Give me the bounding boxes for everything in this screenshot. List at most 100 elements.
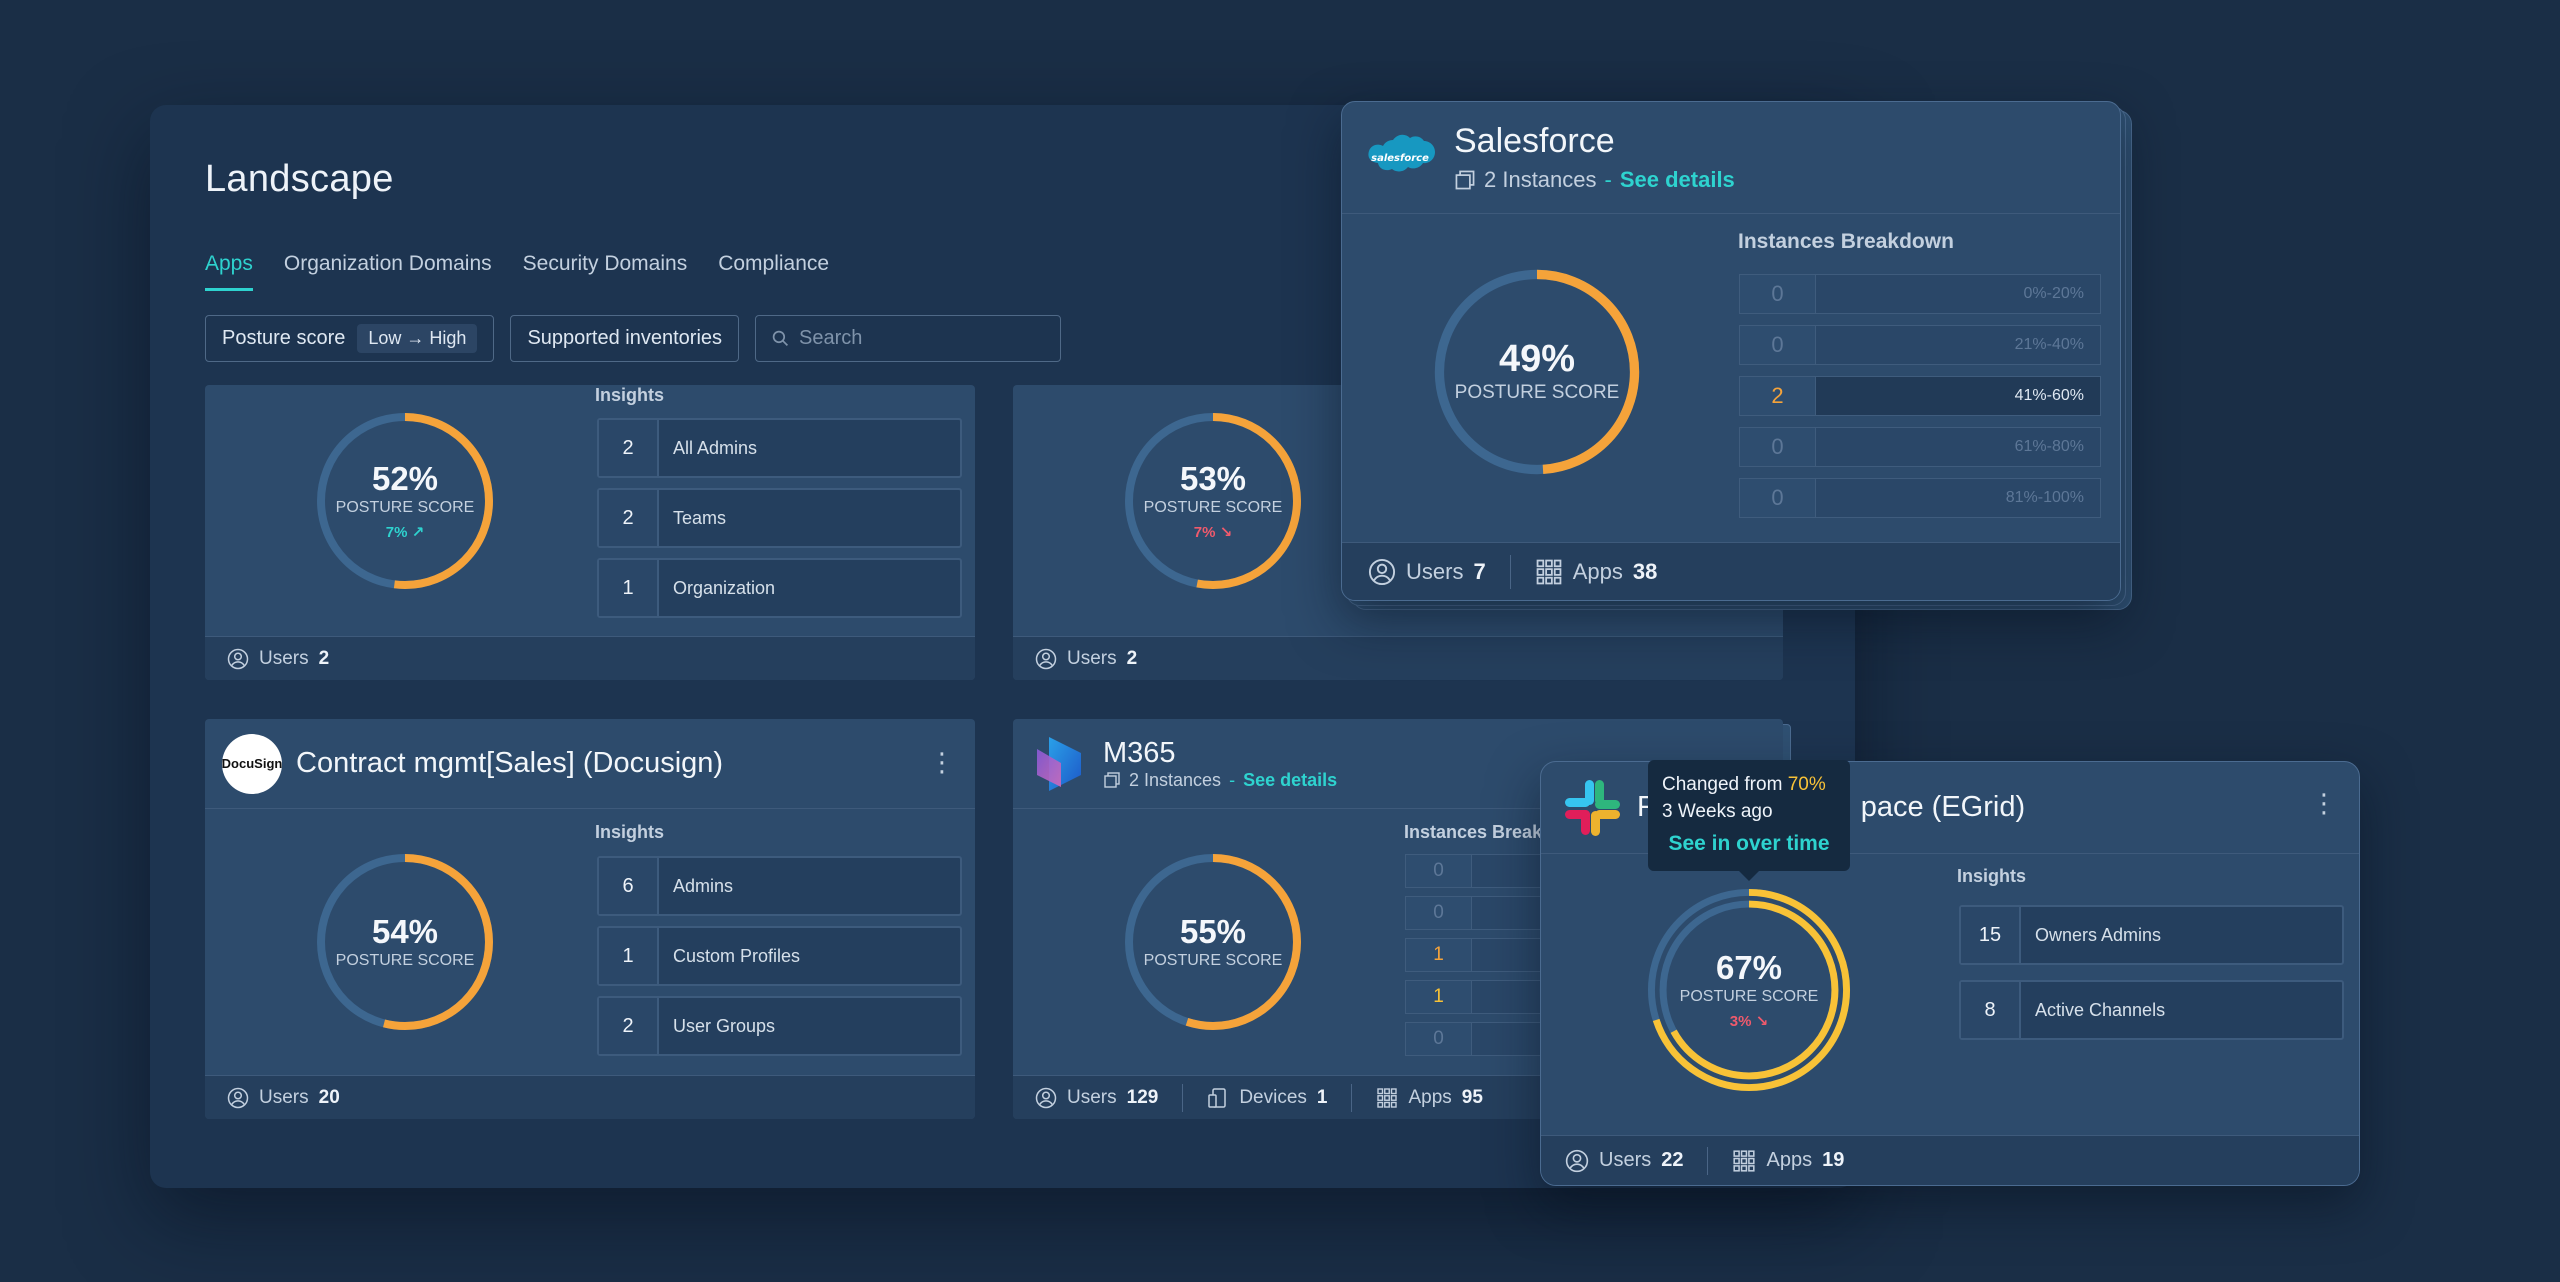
- breakdown-row-21-40[interactable]: 0 21%-40%: [1739, 325, 2101, 365]
- tooltip-change-line: Changed from 70%: [1662, 772, 1836, 799]
- app-card-docusign[interactable]: DocuSign Contract mgmt[Sales] (Docusign)…: [205, 719, 975, 1119]
- gauge-arc: [317, 854, 493, 1030]
- posture-score-label: POSTURE SCORE: [335, 951, 475, 969]
- card-footer: Users 7 Apps 38: [1342, 542, 2120, 600]
- instances-summary: 2 Instances - See details: [1103, 770, 1337, 791]
- supported-inventories-button[interactable]: Supported inventories: [510, 315, 740, 362]
- users-label: Users: [1406, 558, 1464, 584]
- card-header: salesforce Salesforce 2 Instances - See …: [1342, 102, 2120, 214]
- posture-gauge-comparison: 67% POSTURE SCORE 3% ↘: [1641, 882, 1857, 1098]
- device-icon: [1208, 1087, 1227, 1108]
- breakdown-count: 1: [1406, 981, 1472, 1013]
- apps-count: 95: [1461, 1086, 1483, 1108]
- posture-gauge: 53% POSTURE SCORE 7% ↘: [1120, 408, 1306, 594]
- tab-organization-domains[interactable]: Organization Domains: [283, 252, 492, 275]
- breakdown-count: 2: [1740, 377, 1816, 415]
- insight-label: Active Channels: [2035, 999, 2166, 1020]
- more-options-icon[interactable]: ⋮: [2311, 788, 2337, 818]
- insight-label: Custom Profiles: [673, 945, 801, 966]
- insight-label: Organization: [673, 577, 776, 598]
- salesforce-card[interactable]: salesforce Salesforce 2 Instances - See …: [1341, 101, 2121, 601]
- insight-teams[interactable]: 2 Teams: [597, 488, 962, 548]
- breakdown-range: 41%-60%: [2014, 387, 2084, 404]
- see-in-over-time-link[interactable]: See in over time: [1668, 832, 1830, 856]
- posture-score-value: 52%: [371, 459, 439, 497]
- breakdown-row-0-20[interactable]: 0 0%-20%: [1739, 274, 2101, 314]
- insight-owners-admins[interactable]: 15 Owners Admins: [1959, 905, 2344, 965]
- see-details-link[interactable]: See details: [1243, 769, 1338, 790]
- posture-score-value: 55%: [1179, 912, 1247, 950]
- users-label: Users: [1599, 1149, 1652, 1171]
- dash-separator: -: [1604, 167, 1612, 192]
- tooltip-time-ago: 3 Weeks ago: [1662, 800, 1773, 822]
- breakdown-count: 0: [1740, 479, 1816, 517]
- posture-score-value: 54%: [371, 912, 439, 950]
- breakdown-range: 61%-80%: [2014, 438, 2084, 455]
- insight-active-channels[interactable]: 8 Active Channels: [1959, 980, 2344, 1040]
- breakdown-range: 0%-20%: [2023, 285, 2084, 302]
- posture-score-value: 49%: [1498, 338, 1576, 380]
- more-options-icon[interactable]: ⋮: [929, 747, 955, 777]
- posture-delta-down: 7% ↘: [1193, 523, 1233, 541]
- page-title: Landscape: [205, 158, 394, 200]
- instances-count: 2 Instances: [1484, 167, 1597, 192]
- insight-count: 1: [599, 560, 659, 616]
- dash-separator: -: [1229, 769, 1236, 790]
- tab-apps[interactable]: Apps: [205, 252, 253, 291]
- previous-score-arc: [1647, 888, 1851, 1092]
- breakdown-row-61-80[interactable]: 0 61%-80%: [1739, 427, 2101, 467]
- footer-divider: [1707, 1146, 1709, 1175]
- insights-title: Insights: [595, 385, 665, 405]
- tab-security-domains[interactable]: Security Domains: [522, 252, 688, 275]
- search-input[interactable]: Search: [755, 315, 1062, 362]
- insight-count: 2: [599, 998, 659, 1054]
- insight-custom-profiles[interactable]: 1 Custom Profiles: [597, 926, 962, 986]
- see-details-link[interactable]: See details: [1619, 167, 1735, 192]
- app-title: M365: [1103, 736, 1176, 769]
- insight-admins[interactable]: 6 Admins: [597, 856, 962, 916]
- insight-all-admins[interactable]: 2 All Admins: [597, 418, 962, 478]
- app-title-end: pace (EGrid): [1860, 791, 2026, 823]
- insight-count: 6: [599, 858, 659, 914]
- app-card-1[interactable]: 52% POSTURE SCORE 7% ↗ Insights 2 All Ad…: [205, 385, 975, 680]
- posture-score-sort-button[interactable]: Posture score Low → High: [205, 315, 495, 362]
- insight-count: 2: [599, 420, 659, 476]
- tab-bar: Apps Organization Domains Security Domai…: [205, 252, 829, 291]
- insight-organization[interactable]: 1 Organization: [597, 558, 962, 618]
- gauge-arc: [1659, 900, 1839, 1080]
- footer-divider: [1182, 1083, 1184, 1112]
- search-placeholder: Search: [799, 327, 863, 349]
- insight-label: Teams: [673, 507, 727, 528]
- app-title: Contract mgmt[Sales] (Docusign): [296, 747, 724, 779]
- insight-user-groups[interactable]: 2 User Groups: [597, 996, 962, 1056]
- posture-score-label: POSTURE SCORE: [1679, 987, 1819, 1005]
- instances-breakdown-title: Instances Breakdown: [1738, 230, 1954, 253]
- breakdown-row-41-60[interactable]: 2 41%-60%: [1739, 376, 2101, 416]
- breakdown-count: 0: [1406, 897, 1472, 929]
- user-icon: [1035, 1087, 1057, 1108]
- gauge-arc: [317, 413, 493, 589]
- apps-grid-icon: [1377, 1087, 1398, 1108]
- tab-compliance[interactable]: Compliance: [718, 252, 830, 275]
- salesforce-logo-text: salesforce: [1371, 153, 1429, 164]
- apps-grid-icon: [1536, 559, 1562, 584]
- insight-count: 2: [599, 490, 659, 546]
- users-count: 129: [1126, 1086, 1159, 1108]
- card-footer: Users 2: [205, 636, 975, 680]
- tooltip-previous-score: 70%: [1787, 774, 1826, 795]
- insight-label: Owners Admins: [2035, 924, 2162, 945]
- posture-gauge-ring: [317, 854, 493, 1030]
- instances-summary: 2 Instances - See details: [1454, 167, 1735, 193]
- users-count: 22: [1661, 1149, 1684, 1171]
- posture-delta-down: 3% ↘: [1729, 1012, 1769, 1030]
- card-footer: Users 2: [1013, 636, 1783, 680]
- breakdown-count: 0: [1740, 428, 1816, 466]
- card-header: DocuSign Contract mgmt[Sales] (Docusign)…: [205, 719, 975, 809]
- insight-label: Admins: [673, 875, 734, 896]
- apps-count: 38: [1632, 558, 1658, 584]
- breakdown-row-81-100[interactable]: 0 81%-100%: [1739, 478, 2101, 518]
- card-footer: Users 20: [205, 1075, 975, 1119]
- footer-divider: [1351, 1083, 1353, 1112]
- users-count: 2: [318, 647, 330, 669]
- users-count: 20: [318, 1086, 340, 1108]
